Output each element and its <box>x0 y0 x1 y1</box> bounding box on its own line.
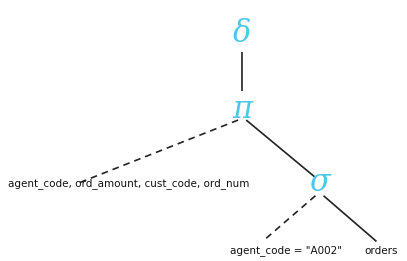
Text: π: π <box>232 94 252 125</box>
Text: δ: δ <box>233 19 252 49</box>
Text: agent_code, ord_amount, cust_code, ord_num: agent_code, ord_amount, cust_code, ord_n… <box>8 179 249 189</box>
Text: orders: orders <box>364 246 398 256</box>
Text: agent_code = "A002": agent_code = "A002" <box>230 245 342 256</box>
Text: σ: σ <box>309 167 330 198</box>
